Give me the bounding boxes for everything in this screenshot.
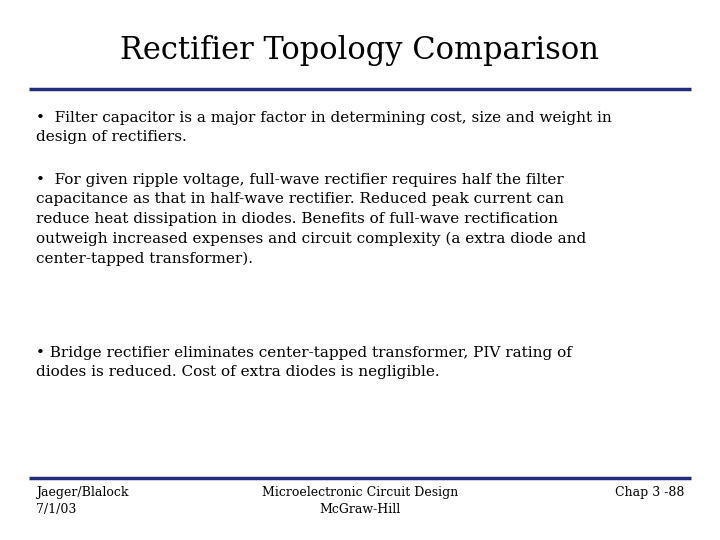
Text: Microelectronic Circuit Design
McGraw-Hill: Microelectronic Circuit Design McGraw-Hi… [262,486,458,516]
Text: Chap 3 -88: Chap 3 -88 [615,486,684,499]
Text: • Bridge rectifier eliminates center-tapped transformer, PIV rating of
diodes is: • Bridge rectifier eliminates center-tap… [36,346,572,379]
Text: Jaeger/Blalock
7/1/03: Jaeger/Blalock 7/1/03 [36,486,128,516]
Text: Rectifier Topology Comparison: Rectifier Topology Comparison [120,35,600,66]
Text: •  For given ripple voltage, full-wave rectifier requires half the filter
capaci: • For given ripple voltage, full-wave re… [36,173,586,266]
Text: •  Filter capacitor is a major factor in determining cost, size and weight in
de: • Filter capacitor is a major factor in … [36,111,612,144]
